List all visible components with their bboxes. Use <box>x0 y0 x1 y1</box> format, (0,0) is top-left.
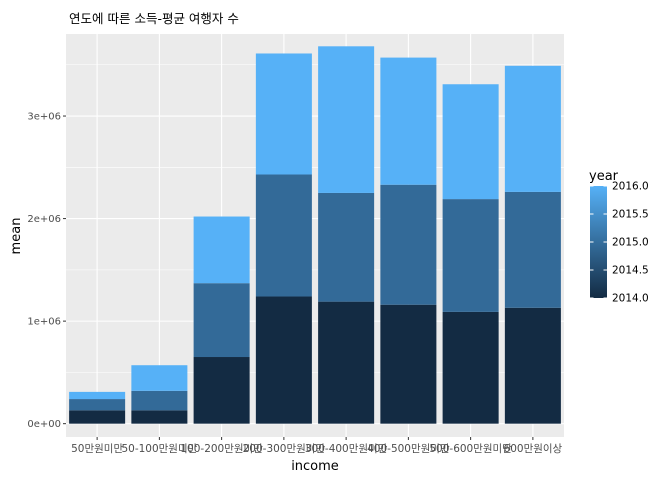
bar-segment <box>193 357 250 424</box>
x-tick-label: 50만원미만 <box>71 443 123 455</box>
bar-segment <box>442 84 499 200</box>
bar-segment <box>504 65 561 192</box>
legend-colorbar <box>590 186 607 298</box>
bar-segment <box>380 304 437 424</box>
x-tick-label: 50-100만원미만 <box>121 443 197 455</box>
legend-tick-label: 2015.0 <box>612 237 649 249</box>
x-tick-label: 100-200만원미만 <box>180 443 263 455</box>
x-tick-label: 200-300만원미만 <box>243 443 326 455</box>
bar-segment <box>255 174 312 297</box>
legend-tick-label: 2014.0 <box>612 293 649 305</box>
y-axis: 0e+00 1e+06 2e+06 3e+06 <box>27 112 66 430</box>
bar-segment <box>69 399 126 411</box>
bar-segment <box>380 57 437 185</box>
bars <box>69 46 561 424</box>
x-tick-label: 300-400만원미만 <box>305 443 388 455</box>
legend-tick-label: 2014.5 <box>612 265 649 277</box>
bar-segment <box>193 216 250 284</box>
bar-segment <box>131 410 188 424</box>
legend-tick-label: 2016.0 <box>612 181 649 193</box>
y-tick-label: 1e+06 <box>27 317 61 328</box>
bar-segment <box>131 390 188 411</box>
x-tick-label: 400-500만원미만 <box>367 443 450 455</box>
x-axis-title: income <box>291 459 339 474</box>
legend-tick-label: 2015.5 <box>612 209 649 221</box>
bar-segment <box>69 410 126 424</box>
bar-segment <box>380 184 437 305</box>
bar-segment <box>318 301 375 424</box>
bar-segment <box>318 46 375 193</box>
chart-title: 연도에 따른 소득-평균 여행자 수 <box>69 11 239 26</box>
legend-title: year <box>589 169 619 184</box>
bar-segment <box>255 296 312 424</box>
bar-segment <box>442 199 499 312</box>
bar-segment <box>318 192 375 302</box>
y-axis-title: mean <box>9 218 24 255</box>
x-axis: 50만원미만50-100만원미만100-200만원미만200-300만원미만30… <box>71 437 563 455</box>
bar-segment <box>69 391 126 400</box>
y-tick-label: 0e+00 <box>27 419 61 430</box>
bar-segment <box>255 53 312 175</box>
bar-segment <box>504 191 561 308</box>
bar-segment <box>193 283 250 358</box>
bar-segment <box>131 365 188 391</box>
y-tick-label: 2e+06 <box>27 214 61 225</box>
bar-segment <box>504 307 561 424</box>
bar-segment <box>442 311 499 424</box>
legend: year 2014.0 2014.5 2015.0 2015.5 2016.0 <box>589 169 649 305</box>
x-tick-label: 500-600만원미만 <box>429 443 512 455</box>
y-tick-label: 3e+06 <box>27 112 61 123</box>
x-tick-label: 600만원이상 <box>504 443 563 455</box>
